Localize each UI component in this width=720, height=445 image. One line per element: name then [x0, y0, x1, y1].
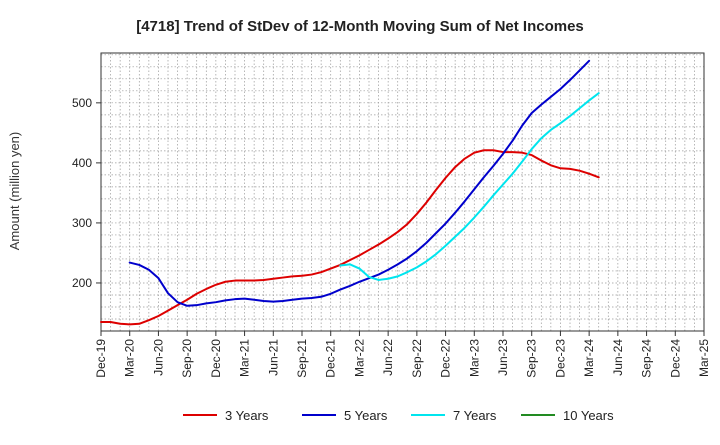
series-line-3-years [100, 149, 600, 326]
x-tick-label: Sep-24 [640, 339, 654, 378]
x-tick-label: Jun-20 [151, 339, 165, 376]
x-tick-label: Sep-22 [410, 339, 424, 378]
legend-label: 10 Years [563, 408, 614, 423]
x-tick-label: Jun-21 [266, 339, 280, 376]
series-line-7-years [339, 92, 600, 281]
y-tick-label: 400 [72, 156, 92, 170]
x-tick-label: Dec-22 [439, 339, 453, 378]
x-tick-label: Mar-24 [582, 339, 596, 377]
x-tick-label: Dec-21 [324, 339, 338, 378]
series-lines [100, 59, 600, 326]
x-tick-label: Mar-23 [467, 339, 481, 377]
grid [101, 53, 704, 331]
x-tick-label: Sep-20 [180, 339, 194, 378]
x-axis: Dec-19 Mar-20 Jun-20 Sep-20 Dec-20 Mar-21 Jun-… [94, 331, 711, 378]
x-tick-label: Dec-20 [209, 339, 223, 378]
x-tick-label: Mar-20 [123, 339, 137, 377]
x-tick-label: Mar-21 [238, 339, 252, 377]
legend-label: 5 Years [344, 408, 388, 423]
x-tick-label: Mar-22 [352, 339, 366, 377]
x-tick-label: Sep-21 [295, 339, 309, 378]
plot-area [100, 52, 705, 332]
y-tick-label: 500 [72, 96, 92, 110]
y-axis: 200 300 400 500 [72, 96, 101, 290]
x-tick-label: Jun-23 [496, 339, 510, 376]
chart-title: [4718] Trend of StDev of 12-Month Moving… [136, 18, 584, 35]
x-tick-label: Jun-24 [611, 339, 625, 376]
x-tick-label: Dec-19 [94, 339, 108, 378]
y-axis-label: Amount (million yen) [7, 132, 22, 251]
y-tick-label: 200 [72, 276, 92, 290]
x-tick-label: Jun-22 [381, 339, 395, 376]
legend-label: 3 Years [225, 408, 269, 423]
x-tick-label: Dec-24 [668, 339, 682, 378]
x-tick-label: Mar-25 [697, 339, 711, 377]
legend-label: 7 Years [453, 408, 497, 423]
y-tick-label: 300 [72, 216, 92, 230]
legend: 3 Years 5 Years 7 Years 10 Years [183, 408, 614, 423]
x-tick-label: Dec-23 [553, 339, 567, 378]
series-line-5-years [128, 59, 591, 307]
x-tick-label: Sep-23 [525, 339, 539, 378]
